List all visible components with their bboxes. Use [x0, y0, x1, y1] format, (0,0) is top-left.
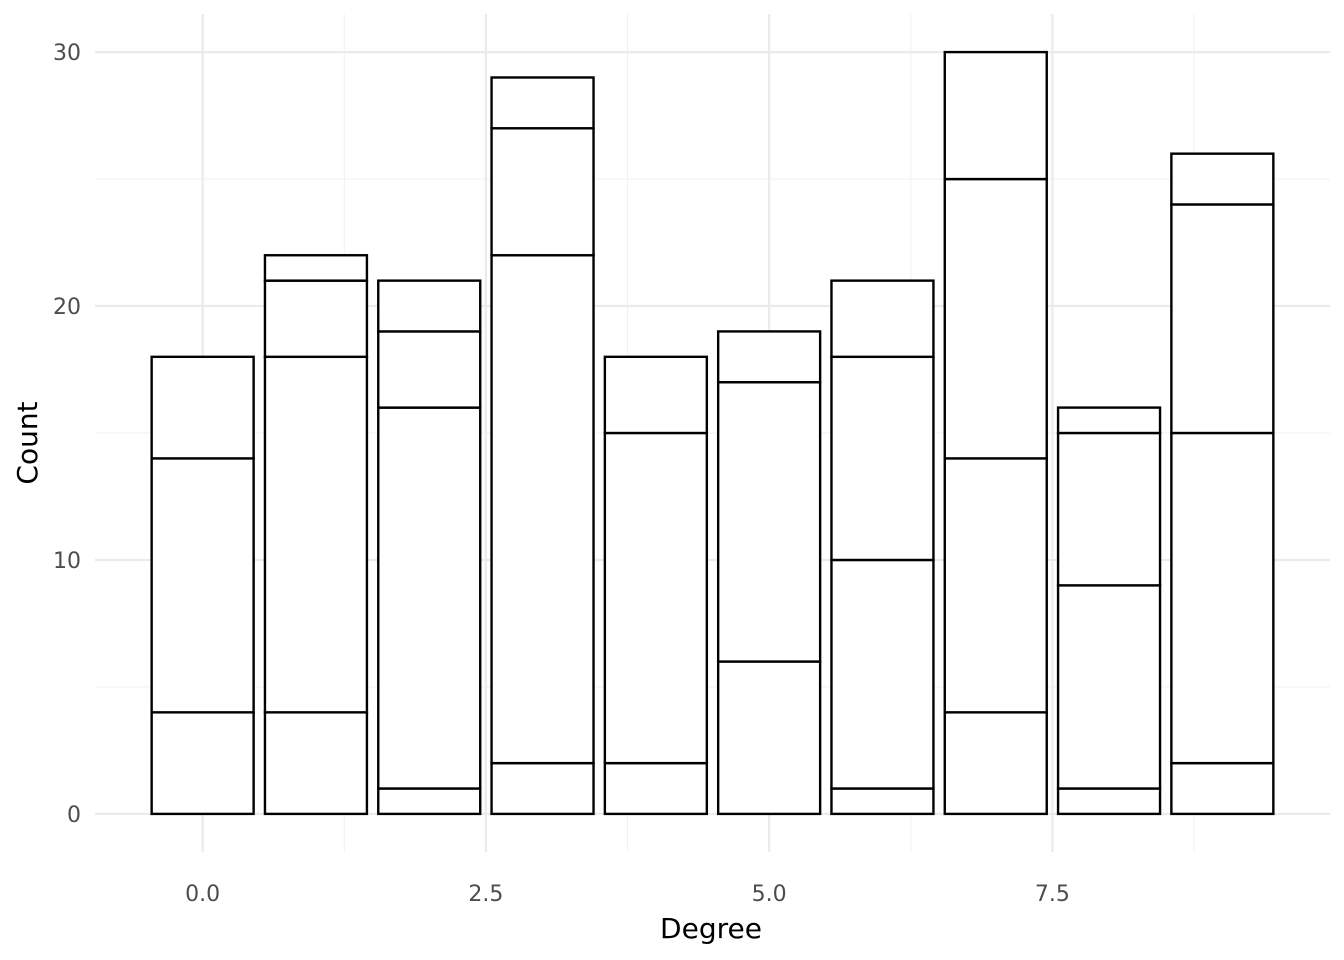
- bar-segment: [1056, 406, 1162, 435]
- bar-segment: [490, 76, 595, 130]
- bar-segment: [716, 330, 822, 384]
- bar-segment: [377, 279, 482, 333]
- bar-stack: [943, 50, 1048, 816]
- bar-segment: [943, 177, 1048, 460]
- bar-segment: [943, 457, 1048, 714]
- y-tick-label: 10: [53, 549, 81, 574]
- bar-stack: [1056, 406, 1162, 816]
- bar-segment: [716, 381, 822, 663]
- bar-segment: [263, 355, 369, 714]
- bar-segment: [490, 254, 595, 765]
- bar-segment: [377, 787, 482, 816]
- bar-segment: [603, 761, 709, 816]
- bar-segment: [830, 355, 935, 562]
- bar-segment: [716, 660, 822, 816]
- bar-stack: [377, 279, 482, 816]
- x-axis-tick-labels: 0.0 2.5 5.0 7.5: [185, 882, 1070, 907]
- bar-segment: [1056, 584, 1162, 790]
- bar-segment: [943, 711, 1048, 816]
- bar-segment: [263, 279, 369, 359]
- bar-segment: [943, 50, 1048, 181]
- bar-stack: [716, 330, 822, 816]
- x-axis-title: Degree: [660, 912, 762, 945]
- bar-segment: [1170, 152, 1275, 206]
- bar-segment: [263, 254, 369, 282]
- bar-stack: [603, 355, 709, 816]
- bar-segment: [377, 330, 482, 409]
- y-axis-title: Count: [11, 401, 44, 484]
- x-tick-label: 0.0: [185, 882, 220, 907]
- x-tick-label: 2.5: [468, 882, 503, 907]
- bar-stack: [490, 76, 595, 816]
- bar-segment: [830, 558, 935, 790]
- bar-segment: [1056, 431, 1162, 587]
- bar-stack: [263, 254, 369, 816]
- bar-segment: [150, 355, 255, 460]
- bar-segment: [377, 406, 482, 790]
- bar-segment: [490, 761, 595, 816]
- bar-segment: [1170, 203, 1275, 435]
- y-tick-label: 0: [67, 803, 81, 828]
- bar-segment: [490, 127, 595, 257]
- y-axis-tick-labels: 0 10 20 30: [53, 41, 81, 828]
- bar-stack: [830, 279, 935, 816]
- bar-segment: [830, 279, 935, 359]
- bar-segment: [603, 355, 709, 435]
- bar-segment: [150, 457, 255, 714]
- bar-segment: [1170, 431, 1275, 765]
- bar-segment: [830, 787, 935, 816]
- bar-segment: [603, 431, 709, 765]
- x-tick-label: 5.0: [752, 882, 787, 907]
- y-tick-label: 30: [53, 41, 81, 66]
- bar-segment: [1170, 761, 1275, 816]
- y-tick-label: 20: [53, 295, 81, 320]
- bar-segment: [263, 711, 369, 816]
- bar-segment: [1056, 787, 1162, 816]
- bar-segment: [150, 711, 255, 816]
- bar-stack: [150, 355, 255, 816]
- x-tick-label: 7.5: [1035, 882, 1070, 907]
- bars: [150, 50, 1275, 816]
- bar-stack: [1170, 152, 1275, 816]
